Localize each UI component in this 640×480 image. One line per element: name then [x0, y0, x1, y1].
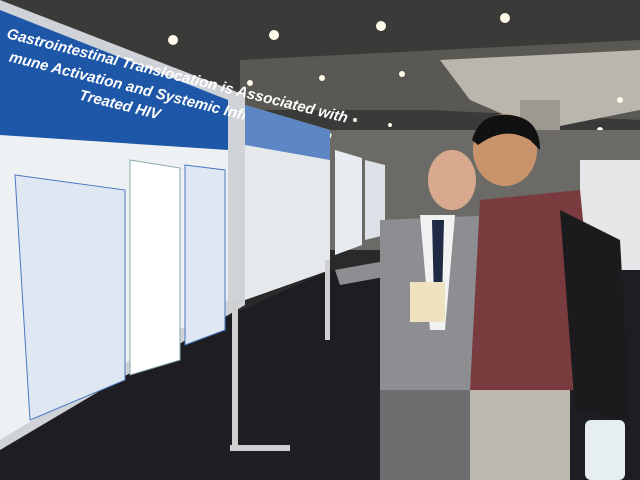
board-leg — [232, 300, 238, 450]
badge — [410, 282, 445, 322]
poster — [335, 150, 362, 255]
water-bottle — [585, 420, 625, 480]
trousers — [470, 380, 570, 480]
arm — [335, 260, 395, 285]
ceiling-lights — [168, 13, 623, 133]
poster-figure — [129, 159, 181, 376]
backpack — [560, 210, 630, 420]
head — [428, 150, 476, 210]
board-foot — [230, 445, 290, 451]
hair — [472, 114, 540, 150]
tie — [432, 220, 444, 300]
poster-header — [245, 105, 330, 160]
pillar-top — [440, 50, 640, 130]
poster-table — [184, 164, 226, 346]
poster-table — [14, 174, 126, 421]
board-leg — [325, 260, 330, 340]
trousers — [380, 380, 480, 480]
poster-header — [0, 10, 228, 150]
